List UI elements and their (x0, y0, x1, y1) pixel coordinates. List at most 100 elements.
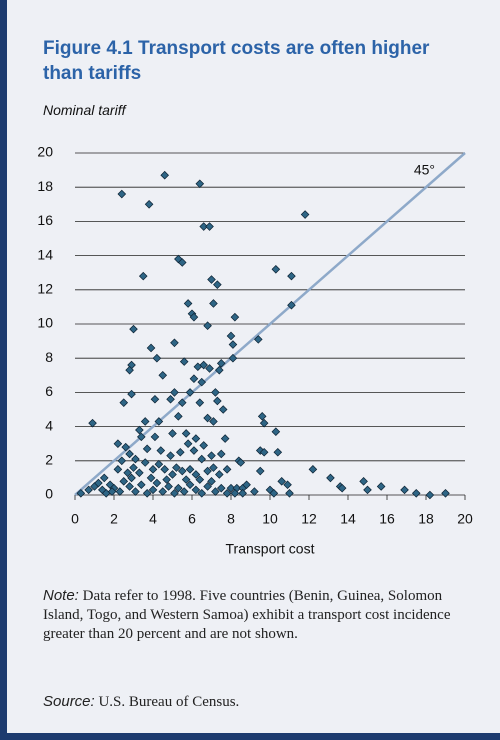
data-point (123, 468, 132, 478)
data-point (215, 365, 224, 375)
data-point (189, 312, 199, 322)
data-point (254, 335, 263, 344)
data-point (166, 394, 175, 404)
data-point (142, 444, 152, 454)
data-point (146, 343, 156, 353)
data-point (119, 398, 129, 407)
data-point (283, 480, 292, 490)
data-point (177, 398, 187, 407)
data-point (207, 275, 216, 284)
y-tick-label: 18 (37, 178, 53, 194)
data-point (183, 299, 193, 308)
data-point (94, 478, 103, 488)
data-point (177, 466, 187, 476)
data-point (174, 412, 183, 421)
data-point (425, 490, 435, 500)
x-tick-label: 18 (418, 511, 434, 527)
data-point (160, 170, 169, 180)
x-tick-label: 20 (457, 511, 473, 527)
data-point (131, 487, 140, 496)
data-point (191, 434, 201, 443)
data-point (135, 468, 144, 478)
data-point (158, 487, 168, 496)
data-point (205, 364, 214, 373)
data-point (213, 280, 222, 289)
data-point (144, 200, 154, 209)
data-point (226, 331, 236, 341)
data-point (220, 434, 230, 443)
data-point (189, 374, 199, 384)
source-text: U.S. Bureau of Census. (98, 694, 240, 710)
data-point (176, 447, 185, 457)
data-point (88, 418, 97, 428)
y-tick-label: 12 (37, 281, 53, 297)
chart: Transport cost 0 2 4 6 8 10 12 14 16 18 20 0 2 4 6 8 10 1… (37, 144, 473, 557)
data-point (250, 487, 259, 496)
data-point (177, 258, 187, 267)
data-point (326, 473, 335, 483)
data-point (271, 264, 281, 274)
y-tick-label: 8 (45, 349, 53, 365)
y-tick-label: 10 (37, 315, 53, 331)
data-point (441, 488, 450, 498)
data-point (170, 338, 179, 348)
data-point (255, 466, 265, 476)
data-point (199, 222, 208, 231)
y-tick-label: 14 (37, 246, 53, 262)
data-point (179, 487, 189, 496)
data-point (205, 222, 214, 231)
data-point (273, 447, 283, 457)
data-point (131, 454, 140, 464)
y-tick-label: 4 (45, 417, 53, 433)
note: Note: Data refer to 1998. Five countries… (43, 586, 483, 644)
data-point (117, 456, 127, 466)
x-tick-label: 16 (379, 511, 395, 527)
data-point (209, 299, 218, 308)
data-point (287, 271, 296, 281)
data-point (363, 485, 372, 495)
data-point (411, 488, 421, 498)
data-point (197, 488, 207, 498)
y-tick-label: 6 (45, 383, 53, 399)
data-point (211, 388, 220, 397)
x-tick-label: 2 (110, 511, 118, 527)
data-point (359, 477, 368, 486)
data-point (207, 451, 216, 460)
data-point (185, 465, 195, 474)
data-point (209, 463, 218, 472)
data-point (168, 429, 177, 438)
data-point (117, 189, 127, 199)
data-point (185, 480, 195, 490)
data-point (170, 488, 179, 498)
data-point (181, 429, 191, 438)
data-point (203, 413, 212, 423)
data-point (236, 458, 246, 467)
data-point (164, 482, 173, 491)
data-point (174, 483, 183, 493)
data-point (211, 487, 220, 496)
data-point (259, 447, 269, 457)
data-point (277, 477, 286, 486)
data-point (162, 475, 171, 484)
data-point (135, 425, 144, 435)
x-tick-label: 6 (188, 511, 196, 527)
data-point (148, 465, 158, 474)
data-point (222, 465, 232, 474)
x-tick-label: 10 (262, 511, 278, 527)
data-point (146, 473, 156, 483)
data-point (230, 488, 240, 498)
data-point (271, 427, 281, 437)
data-point (113, 439, 123, 448)
annotation: 45° (414, 162, 435, 178)
data-point (154, 459, 164, 469)
data-point (218, 405, 228, 414)
data-point (285, 488, 294, 498)
x-tick-label: 4 (149, 511, 157, 527)
data-point (125, 365, 134, 375)
data-point (308, 465, 318, 474)
data-point (137, 480, 146, 490)
x-tick-label: 12 (301, 511, 317, 527)
x-tick-label: 0 (71, 511, 79, 527)
data-point (160, 465, 169, 474)
